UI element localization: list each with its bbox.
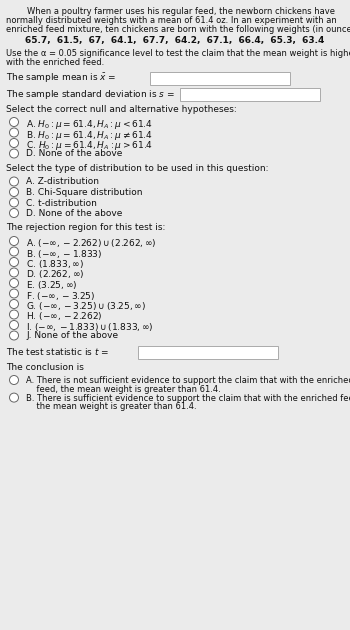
Text: D. $(2.262, \infty)$: D. $(2.262, \infty)$	[26, 268, 84, 280]
Circle shape	[9, 128, 19, 137]
Text: When a poultry farmer uses his regular feed, the newborn chickens have: When a poultry farmer uses his regular f…	[6, 7, 335, 16]
Text: A. There is not sufficient evidence to support the claim that with the enriched: A. There is not sufficient evidence to s…	[26, 376, 350, 385]
Text: B. $H_0 : \mu = 61.4, H_A : \mu \neq 61.4$: B. $H_0 : \mu = 61.4, H_A : \mu \neq 61.…	[26, 129, 153, 142]
Text: B. Chi-Square distribution: B. Chi-Square distribution	[26, 188, 142, 197]
Text: B. $(-\infty, -1.833)$: B. $(-\infty, -1.833)$	[26, 248, 102, 260]
Circle shape	[9, 236, 19, 246]
Text: The rejection region for this test is:: The rejection region for this test is:	[6, 224, 165, 232]
Circle shape	[9, 321, 19, 329]
Text: The sample mean is $\bar{x}$ =: The sample mean is $\bar{x}$ =	[6, 71, 117, 84]
Text: enriched feed mixture, ten chickens are born with the following weights (in ounc: enriched feed mixture, ten chickens are …	[6, 25, 350, 33]
Text: A. $(-\infty, -2.262) \cup (2.262, \infty)$: A. $(-\infty, -2.262) \cup (2.262, \inft…	[26, 237, 156, 249]
Circle shape	[9, 393, 19, 402]
Text: C. $(1.833, \infty)$: C. $(1.833, \infty)$	[26, 258, 84, 270]
Text: F. $(-\infty, -3.25)$: F. $(-\infty, -3.25)$	[26, 290, 96, 302]
FancyBboxPatch shape	[150, 71, 290, 84]
Text: Select the type of distribution to be used in this question:: Select the type of distribution to be us…	[6, 164, 268, 173]
Text: normally distributed weights with a mean of 61.4 oz. In an experiment with an: normally distributed weights with a mean…	[6, 16, 337, 25]
FancyBboxPatch shape	[180, 88, 320, 101]
Text: G. $(-\infty, -3.25) \cup (3.25, \infty)$: G. $(-\infty, -3.25) \cup (3.25, \infty)…	[26, 300, 146, 312]
Circle shape	[9, 247, 19, 256]
Text: D. None of the above: D. None of the above	[26, 209, 122, 218]
Text: A. Z-distribution: A. Z-distribution	[26, 178, 99, 186]
Text: The sample standard deviation is $s$ =: The sample standard deviation is $s$ =	[6, 88, 175, 101]
Circle shape	[9, 188, 19, 197]
Text: The test statistic is $t$ =: The test statistic is $t$ =	[6, 346, 109, 357]
Circle shape	[9, 289, 19, 298]
Circle shape	[9, 139, 19, 147]
Circle shape	[9, 198, 19, 207]
Text: with the enriched feed.: with the enriched feed.	[6, 58, 104, 67]
Text: Select the correct null and alternative hypotheses:: Select the correct null and alternative …	[6, 105, 237, 113]
Circle shape	[9, 268, 19, 277]
Circle shape	[9, 209, 19, 217]
Text: feed, the mean weight is greater than 61.4.: feed, the mean weight is greater than 61…	[26, 385, 221, 394]
Text: C. $H_0 : \mu = 61.4, H_A : \mu > 61.4$: C. $H_0 : \mu = 61.4, H_A : \mu > 61.4$	[26, 139, 153, 152]
FancyBboxPatch shape	[138, 346, 278, 359]
Circle shape	[9, 149, 19, 158]
Text: D. None of the above: D. None of the above	[26, 149, 122, 159]
Text: B. There is sufficient evidence to support the claim that with the enriched feed: B. There is sufficient evidence to suppo…	[26, 394, 350, 403]
Text: the mean weight is greater than 61.4.: the mean weight is greater than 61.4.	[26, 403, 197, 411]
Text: The conclusion is: The conclusion is	[6, 362, 84, 372]
Text: J. None of the above: J. None of the above	[26, 331, 118, 340]
Circle shape	[9, 375, 19, 384]
Circle shape	[9, 177, 19, 186]
Text: C. t-distribution: C. t-distribution	[26, 198, 97, 207]
Circle shape	[9, 258, 19, 266]
Text: A. $H_0 : \mu = 61.4, H_A : \mu < 61.4$: A. $H_0 : \mu = 61.4, H_A : \mu < 61.4$	[26, 118, 153, 131]
Text: H. $(-\infty, -2.262)$: H. $(-\infty, -2.262)$	[26, 311, 103, 323]
Circle shape	[9, 331, 19, 340]
Text: I. $(-\infty, -1.833) \cup (1.833, \infty)$: I. $(-\infty, -1.833) \cup (1.833, \inft…	[26, 321, 154, 333]
Text: E. $(3.25, \infty)$: E. $(3.25, \infty)$	[26, 279, 77, 291]
Circle shape	[9, 299, 19, 309]
Text: Use the α = 0.05 significance level to test the claim that the mean weight is hi: Use the α = 0.05 significance level to t…	[6, 49, 350, 58]
Circle shape	[9, 118, 19, 127]
Circle shape	[9, 278, 19, 287]
Circle shape	[9, 310, 19, 319]
Text: 65.7,  61.5,  67,  64.1,  67.7,  64.2,  67.1,  66.4,  65.3,  63.4: 65.7, 61.5, 67, 64.1, 67.7, 64.2, 67.1, …	[25, 37, 325, 45]
